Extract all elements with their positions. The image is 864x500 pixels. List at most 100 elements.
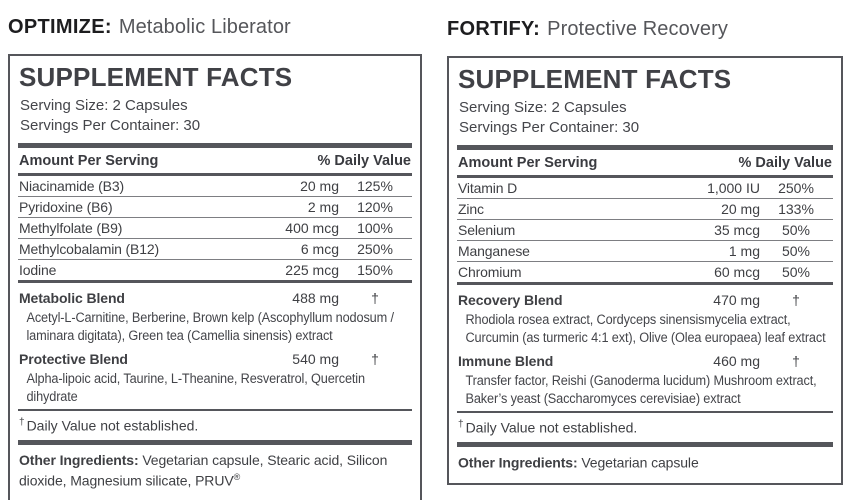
nutrient-amount: 225 mcg xyxy=(285,262,339,279)
nutrient-row: Methylcobalamin (B12) 6 mcg 250% xyxy=(18,239,412,261)
footnote: † Daily Value not established. xyxy=(18,411,412,441)
blend-dv-dagger: † xyxy=(371,290,379,307)
blend-dv-dagger: † xyxy=(371,351,379,368)
blend-amount: 488 mg xyxy=(292,290,339,307)
nutrient-name: Methylcobalamin (B12) xyxy=(19,241,160,258)
table-header-row: Amount Per Serving % Daily Value xyxy=(18,148,412,173)
blend-section: Recovery Blend 470 mg † Rhodiola rosea e… xyxy=(457,290,833,346)
nutrient-name: Manganese xyxy=(458,243,530,260)
nutrient-row: Selenium 35 mcg 50% xyxy=(457,220,833,242)
facts-heading: SUPPLEMENT FACTS xyxy=(19,62,293,92)
other-ingredients-text: Vegetarian capsule xyxy=(581,454,699,471)
supplement-facts-panel-optimize: SUPPLEMENT FACTS Serving Size: 2 Capsule… xyxy=(8,54,422,500)
amount-per-serving-header: Amount Per Serving xyxy=(19,153,159,170)
nutrient-amount: 1,000 IU xyxy=(707,180,760,197)
nutrient-row: Chromium 60 mcg 50% xyxy=(457,262,833,282)
nutrient-name: Zinc xyxy=(458,201,484,218)
nutrient-row: Niacinamide (B3) 20 mg 125% xyxy=(18,176,412,198)
servings-per-container-line: Servings Per Container: 30 xyxy=(20,116,201,134)
nutrient-dv: 133% xyxy=(778,201,814,218)
section-bar xyxy=(18,143,412,149)
nutrient-dv: 125% xyxy=(357,178,393,195)
header-underline xyxy=(18,173,412,177)
header-underline xyxy=(457,175,833,179)
blend-row: Metabolic Blend 488 mg † xyxy=(18,288,412,308)
blend-section: Metabolic Blend 488 mg † Acetyl-L-Carnit… xyxy=(18,288,412,344)
blend-ingredients: Rhodiola rosea extract, Cordyceps sinens… xyxy=(465,312,826,345)
table-bottom-rule xyxy=(18,280,412,284)
supplement-facts-panel-fortify: SUPPLEMENT FACTS Serving Size: 2 Capsule… xyxy=(447,56,843,486)
dagger-symbol: † xyxy=(19,416,25,428)
blend-name: Immune Blend xyxy=(458,353,554,370)
nutrient-amount: 60 mcg xyxy=(714,264,760,281)
blend-ingredients: Alpha-lipoic acid, Taurine, L-Theanine, … xyxy=(26,371,365,405)
blend-row: Recovery Blend 470 mg † xyxy=(457,290,833,310)
nutrient-row: Manganese 1 mg 50% xyxy=(457,241,833,263)
nutrient-name: Selenium xyxy=(458,222,516,239)
footnote-text: Daily Value not established. xyxy=(465,419,638,436)
nutrient-dv: 120% xyxy=(357,199,393,216)
amount-per-serving-header: Amount Per Serving xyxy=(458,155,598,172)
blend-amount: 470 mg xyxy=(713,292,760,309)
blend-ingredients: Transfer factor, Reishi (Ganoderma lucid… xyxy=(465,373,817,407)
blend-name: Metabolic Blend xyxy=(19,290,125,307)
blend-dv-dagger: † xyxy=(792,353,800,370)
other-ingredients-label: Other Ingredients: xyxy=(458,454,578,471)
servings-per-container-line: Servings Per Container: 30 xyxy=(459,118,640,136)
blend-name: Recovery Blend xyxy=(458,292,563,309)
product-title-optimize: OPTIMIZE: Metabolic Liberator xyxy=(8,16,291,39)
nutrient-dv: 250% xyxy=(778,180,814,197)
table-bottom-rule xyxy=(457,282,833,286)
blend-amount: 540 mg xyxy=(292,351,339,368)
blend-amount: 460 mg xyxy=(713,353,760,370)
nutrient-name: Niacinamide (B3) xyxy=(19,178,124,195)
blend-row: Protective Blend 540 mg † xyxy=(18,349,412,369)
nutrient-dv: 150% xyxy=(357,262,393,279)
nutrient-dv: 50% xyxy=(781,222,811,239)
blend-name: Protective Blend xyxy=(19,351,128,368)
nutrient-amount: 35 mcg xyxy=(714,222,760,239)
other-ingredients-text: Vegetarian capsule, Stearic acid, Silico… xyxy=(19,452,388,489)
other-ingredients-label: Other Ingredients: xyxy=(19,452,139,469)
footnote-top-rule xyxy=(18,408,412,411)
product-title-fortify: FORTIFY: Protective Recovery xyxy=(447,18,728,41)
blend-section: Immune Blend 460 mg † Transfer factor, R… xyxy=(457,351,833,407)
nutrient-row: Iodine 225 mcg 150% xyxy=(18,260,412,280)
table-header-row: Amount Per Serving % Daily Value xyxy=(457,150,833,175)
facts-heading: SUPPLEMENT FACTS xyxy=(458,64,732,94)
nutrient-dv: 250% xyxy=(357,241,393,258)
other-ingredients: Other Ingredients: Vegetarian capsule xyxy=(457,447,833,474)
nutrient-dv: 50% xyxy=(781,264,811,281)
nutrient-name: Pyridoxine (B6) xyxy=(19,199,113,216)
blend-dv-dagger: † xyxy=(792,292,800,309)
daily-value-header: % Daily Value xyxy=(317,153,412,170)
daily-value-header: % Daily Value xyxy=(738,155,833,172)
nutrient-name: Chromium xyxy=(458,264,522,281)
dagger-symbol: † xyxy=(458,418,464,430)
blend-row: Immune Blend 460 mg † xyxy=(457,351,833,371)
nutrient-name: Methylfolate (B9) xyxy=(19,220,123,237)
product-subtitle: Metabolic Liberator xyxy=(118,16,291,38)
section-bar xyxy=(18,440,412,446)
nutrient-dv: 50% xyxy=(781,243,811,260)
serving-size-line: Serving Size: 2 Capsules xyxy=(20,96,188,114)
serving-size-line: Serving Size: 2 Capsules xyxy=(459,98,627,116)
footnote-top-rule xyxy=(457,410,833,413)
nutrient-table: Vitamin D 1,000 IU 250% Zinc 20 mg 133% … xyxy=(457,178,833,282)
footnote-text: Daily Value not established. xyxy=(26,417,199,434)
nutrient-amount: 400 mcg xyxy=(285,220,339,237)
nutrient-amount: 6 mcg xyxy=(300,241,339,258)
nutrient-row: Vitamin D 1,000 IU 250% xyxy=(457,178,833,200)
blend-section: Protective Blend 540 mg † Alpha-lipoic a… xyxy=(18,349,412,405)
nutrient-amount: 1 mg xyxy=(728,243,760,260)
nutrient-amount: 20 mg xyxy=(300,178,339,195)
section-bar xyxy=(457,442,833,448)
nutrient-row: Zinc 20 mg 133% xyxy=(457,199,833,221)
product-brand: FORTIFY: xyxy=(447,18,541,40)
nutrient-row: Methylfolate (B9) 400 mcg 100% xyxy=(18,218,412,240)
footnote: † Daily Value not established. xyxy=(457,413,833,443)
product-brand: OPTIMIZE: xyxy=(8,16,112,38)
registered-mark: ® xyxy=(233,471,241,482)
nutrient-row: Pyridoxine (B6) 2 mg 120% xyxy=(18,197,412,219)
